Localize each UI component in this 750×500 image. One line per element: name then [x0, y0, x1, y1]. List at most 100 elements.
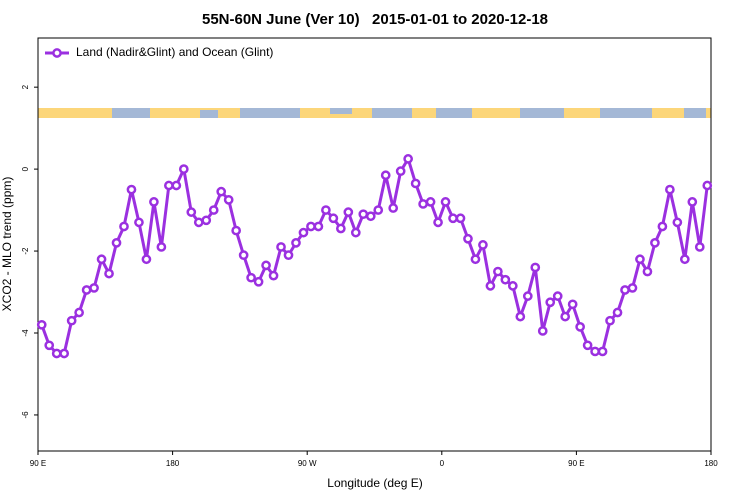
x-tick-label: 180 — [166, 459, 180, 468]
data-point — [336, 223, 346, 234]
data-point — [343, 207, 354, 217]
data-point — [171, 180, 182, 191]
data-point — [522, 291, 533, 301]
data-point — [261, 260, 271, 271]
data-point — [537, 326, 548, 336]
data-point — [672, 217, 683, 228]
x-tick-label: 90 E — [568, 459, 584, 468]
data-point — [665, 184, 675, 195]
data-point — [694, 242, 705, 252]
data-point — [313, 221, 324, 232]
data-point — [493, 266, 503, 277]
data-point — [448, 213, 458, 224]
data-point — [702, 180, 713, 191]
y-tick-label: -6 — [21, 411, 30, 419]
data-point — [403, 154, 413, 164]
data-point — [567, 299, 578, 310]
y-tick-label: -4 — [21, 329, 30, 337]
data-point — [178, 164, 189, 174]
data-point — [395, 166, 406, 177]
data-point — [81, 285, 92, 295]
data-point — [410, 178, 421, 189]
data-point — [119, 221, 129, 232]
data-point — [365, 211, 376, 222]
data-point — [44, 340, 55, 351]
data-point — [156, 242, 167, 252]
data-point — [126, 184, 137, 195]
data-point — [418, 199, 428, 209]
data-point — [89, 283, 99, 293]
data-point — [201, 215, 212, 226]
data-point — [291, 238, 301, 248]
x-tick-label: 90 W — [298, 459, 317, 468]
data-point — [575, 322, 585, 332]
legend-marker — [52, 48, 62, 58]
data-point — [66, 315, 77, 326]
data-point — [687, 197, 698, 207]
x-tick-label: 180 — [704, 459, 718, 468]
y-tick-label: -2 — [21, 247, 30, 255]
data-point — [515, 311, 526, 322]
data-point — [388, 203, 399, 213]
data-point — [425, 197, 436, 207]
data-point — [208, 205, 219, 215]
data-point — [373, 205, 384, 215]
data-point — [500, 274, 511, 285]
data-point — [149, 197, 159, 207]
data-point — [650, 238, 660, 248]
data-point — [380, 170, 391, 181]
data-point — [530, 262, 541, 273]
data-point — [440, 197, 451, 207]
data-point — [597, 346, 608, 357]
data-point — [507, 281, 518, 291]
legend-label: Land (Nadir&Glint) and Ocean (Glint) — [76, 45, 273, 59]
x-tick-label: 90 E — [30, 459, 46, 468]
plot-frame — [37, 37, 712, 452]
data-point — [552, 291, 563, 301]
data-point — [283, 250, 294, 261]
data-point — [74, 307, 84, 318]
land-ocean-strip — [38, 108, 711, 118]
data-point — [276, 242, 286, 252]
data-point — [545, 297, 556, 308]
data-point — [134, 217, 144, 228]
y-tick-label: 0 — [21, 166, 30, 171]
y-axis-label: XCO2 - MLO trend (ppm) — [0, 177, 14, 312]
data-point — [560, 311, 571, 322]
data-point — [642, 266, 653, 277]
y-tick-label: 2 — [21, 84, 30, 89]
data-point — [246, 272, 256, 283]
data-point — [51, 348, 62, 359]
data-point — [470, 254, 481, 265]
x-tick-label: 0 — [440, 459, 445, 468]
data-point — [298, 227, 309, 238]
x-axis-label: Longitude (deg E) — [327, 476, 422, 490]
data-point — [111, 238, 122, 248]
data-point — [679, 254, 690, 265]
data-point — [433, 217, 443, 228]
data-point — [268, 270, 279, 281]
chart-title: 55N-60N June (Ver 10) 2015-01-01 to 2020… — [202, 11, 548, 28]
data-point — [627, 283, 638, 293]
data-point — [193, 217, 204, 228]
data-point — [657, 221, 668, 232]
data-point — [59, 348, 70, 359]
data-point — [223, 194, 234, 205]
data-point — [358, 209, 369, 220]
data-point — [620, 285, 630, 295]
data-point — [306, 221, 316, 232]
data-point — [238, 250, 249, 261]
data-point — [612, 307, 623, 318]
data-point — [455, 213, 466, 224]
data-point — [635, 254, 645, 265]
data-point — [350, 227, 361, 238]
data-point — [463, 233, 473, 244]
data-point — [141, 254, 152, 265]
data-point — [231, 225, 242, 236]
data-point — [328, 213, 339, 224]
data-point — [321, 205, 331, 215]
data-point — [605, 315, 615, 326]
data-point — [253, 276, 264, 287]
data-point — [104, 268, 114, 279]
